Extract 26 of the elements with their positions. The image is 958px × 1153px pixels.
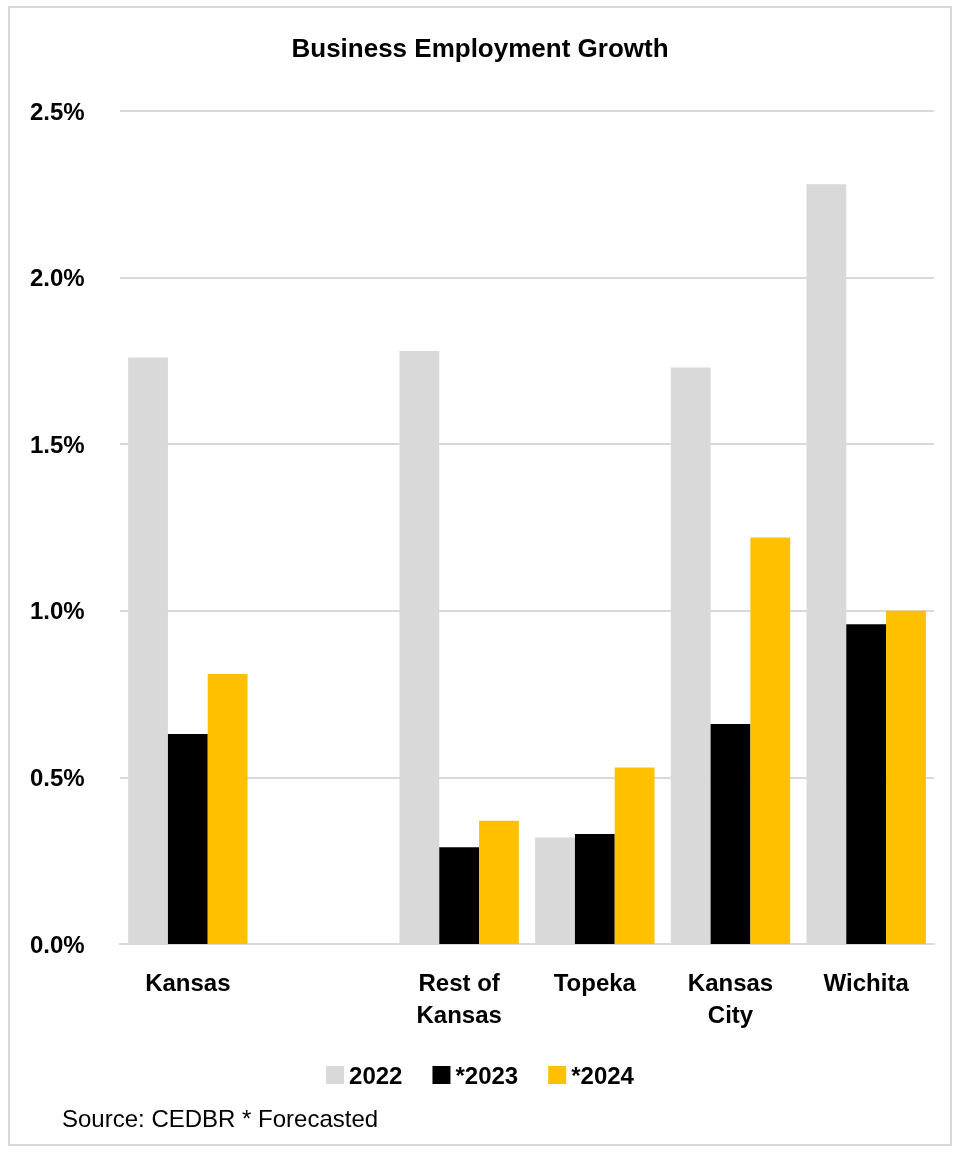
- source-note: Source: CEDBR * Forecasted: [62, 1104, 379, 1132]
- bar: [846, 624, 887, 944]
- y-tick-label: 1.0%: [30, 597, 85, 625]
- legend-label: 2022: [349, 1061, 403, 1089]
- bar: [167, 734, 208, 944]
- legend-label: *2023: [455, 1061, 519, 1089]
- bar: [614, 767, 655, 944]
- y-tick-label: 1.5%: [30, 430, 85, 458]
- bar: [479, 820, 519, 944]
- bar: [207, 674, 248, 944]
- legend-label: *2024: [571, 1061, 635, 1089]
- y-tick-label: 2.5%: [30, 97, 85, 125]
- y-tick-label: 0.5%: [30, 763, 85, 791]
- bar: [439, 847, 480, 944]
- bar: [710, 724, 751, 944]
- bar: [886, 610, 926, 944]
- x-tick-label: Wichita: [823, 968, 910, 996]
- y-tick-label: 0.0%: [30, 930, 85, 958]
- x-tick-label: Kansas City: [687, 968, 774, 1028]
- bar: [750, 537, 791, 944]
- bar: [574, 834, 615, 944]
- chart-title: Business Employment Growth: [291, 33, 669, 63]
- x-tick-label: Kansas: [145, 968, 231, 996]
- x-tick-label: Rest of Kansas: [416, 968, 502, 1028]
- x-tick-label: Topeka: [553, 968, 637, 996]
- y-tick-label: 2.0%: [30, 264, 85, 292]
